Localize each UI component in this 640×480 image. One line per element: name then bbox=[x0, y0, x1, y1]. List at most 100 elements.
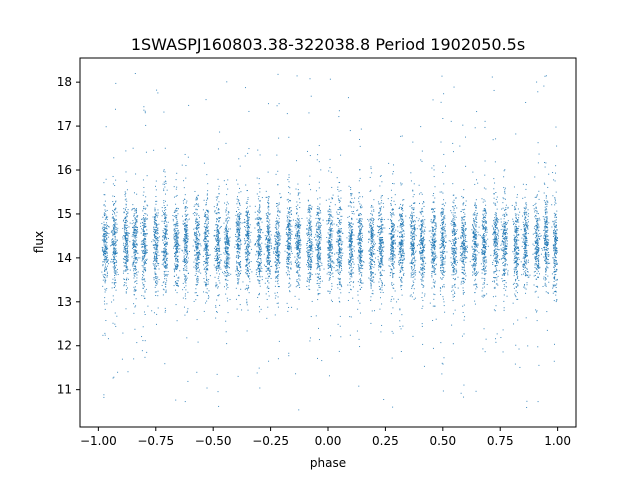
data-point bbox=[113, 263, 115, 265]
data-point bbox=[236, 220, 238, 222]
data-point bbox=[105, 230, 107, 232]
data-point bbox=[156, 259, 158, 261]
data-point bbox=[187, 219, 189, 221]
data-point bbox=[133, 228, 135, 230]
data-point bbox=[267, 245, 269, 247]
data-point bbox=[307, 251, 309, 253]
data-point bbox=[113, 244, 115, 246]
data-point bbox=[287, 211, 289, 213]
data-point bbox=[106, 303, 108, 305]
data-point bbox=[133, 230, 135, 232]
data-point bbox=[289, 229, 291, 231]
data-point bbox=[245, 251, 247, 253]
data-point bbox=[185, 234, 187, 236]
data-point bbox=[279, 237, 281, 239]
data-point bbox=[310, 264, 312, 266]
data-point bbox=[175, 209, 177, 211]
data-point bbox=[185, 257, 187, 259]
data-point bbox=[206, 234, 208, 236]
data-point bbox=[296, 244, 298, 246]
data-point bbox=[268, 260, 270, 262]
data-point bbox=[167, 238, 169, 240]
data-point bbox=[309, 245, 311, 247]
data-point bbox=[311, 206, 313, 208]
data-point bbox=[155, 219, 157, 221]
data-point bbox=[225, 283, 227, 285]
data-point bbox=[295, 240, 297, 242]
data-point bbox=[206, 227, 208, 229]
data-point bbox=[295, 234, 297, 236]
data-point bbox=[105, 258, 107, 260]
data-point bbox=[185, 214, 187, 216]
data-point bbox=[287, 246, 289, 248]
data-point bbox=[104, 288, 106, 290]
data-point bbox=[227, 253, 229, 255]
data-point bbox=[258, 240, 260, 242]
data-point bbox=[166, 233, 168, 235]
data-point bbox=[246, 213, 248, 214]
data-point bbox=[287, 223, 289, 225]
data-point bbox=[218, 232, 220, 234]
data-point bbox=[269, 239, 271, 241]
data-point bbox=[133, 288, 135, 290]
data-point bbox=[125, 261, 127, 263]
data-point bbox=[146, 250, 148, 252]
data-point bbox=[163, 236, 165, 238]
data-point bbox=[236, 266, 238, 268]
data-point bbox=[217, 243, 219, 245]
data-point bbox=[296, 285, 298, 287]
data-point bbox=[286, 262, 288, 264]
data-point bbox=[309, 221, 311, 223]
data-point bbox=[203, 225, 205, 227]
data-point bbox=[317, 294, 319, 296]
data-point bbox=[175, 195, 177, 197]
data-point bbox=[225, 257, 227, 259]
data-point bbox=[126, 234, 128, 236]
data-point bbox=[197, 230, 199, 232]
data-point bbox=[144, 290, 146, 292]
data-point bbox=[247, 220, 249, 222]
data-point bbox=[197, 251, 199, 253]
data-point bbox=[174, 231, 176, 233]
data-point bbox=[226, 262, 228, 264]
data-point bbox=[239, 266, 241, 268]
data-point bbox=[318, 244, 320, 246]
data-point bbox=[145, 251, 147, 253]
data-point bbox=[157, 227, 159, 229]
data-point bbox=[297, 252, 299, 254]
data-point bbox=[259, 206, 261, 208]
data-point bbox=[269, 257, 271, 259]
data-point bbox=[155, 231, 157, 233]
data-point bbox=[103, 252, 105, 254]
data-point bbox=[278, 286, 280, 287]
data-point bbox=[126, 242, 128, 244]
data-point bbox=[286, 245, 288, 247]
data-point bbox=[123, 235, 125, 237]
data-point bbox=[106, 251, 108, 253]
data-point bbox=[165, 238, 167, 240]
data-point bbox=[205, 271, 207, 273]
data-point bbox=[175, 240, 177, 242]
data-point bbox=[164, 225, 166, 227]
data-point bbox=[135, 273, 137, 275]
data-point bbox=[185, 278, 187, 280]
data-point bbox=[205, 283, 207, 285]
data-point bbox=[237, 233, 239, 235]
data-point bbox=[164, 267, 166, 269]
data-point bbox=[310, 257, 312, 259]
data-point bbox=[157, 276, 159, 278]
data-point bbox=[316, 231, 318, 233]
data-point bbox=[183, 239, 185, 241]
data-point bbox=[104, 200, 106, 202]
data-point bbox=[175, 233, 177, 235]
data-point bbox=[114, 213, 116, 215]
data-point bbox=[247, 197, 249, 199]
data-point bbox=[259, 285, 261, 287]
data-point bbox=[161, 263, 163, 265]
data-point bbox=[247, 250, 249, 252]
data-point bbox=[219, 261, 221, 263]
data-point bbox=[267, 262, 269, 264]
data-point bbox=[144, 278, 146, 280]
data-point bbox=[259, 251, 261, 253]
data-point bbox=[269, 226, 271, 228]
